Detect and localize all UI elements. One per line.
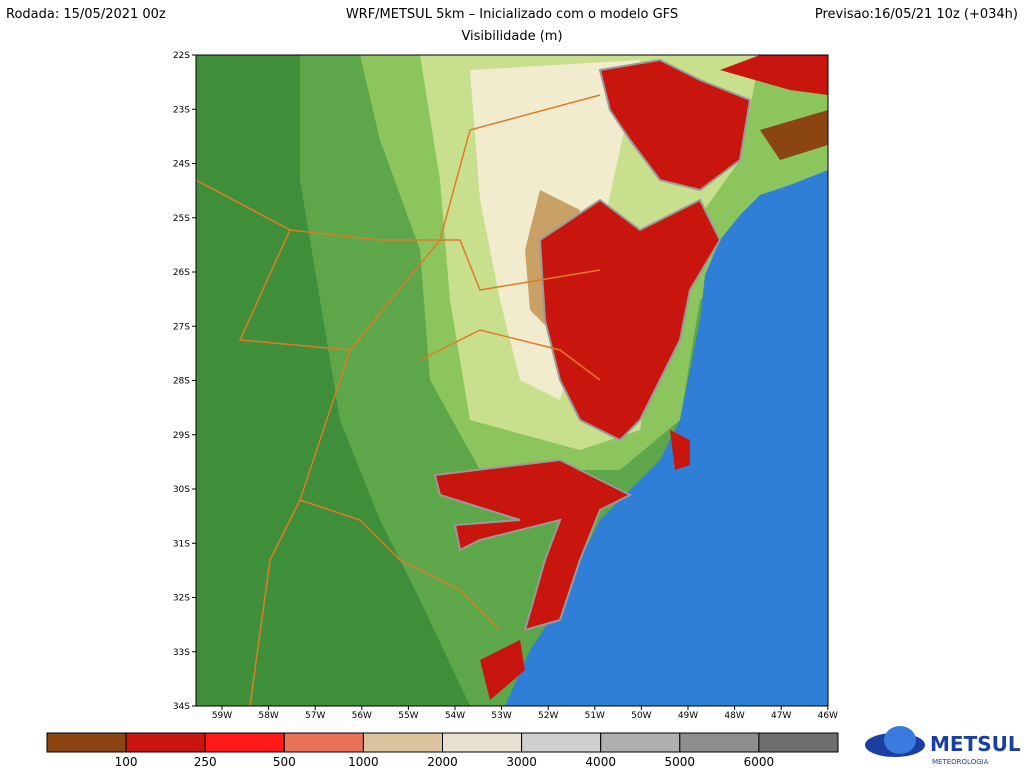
map [195, 54, 829, 707]
lat-label: 32S [173, 594, 190, 604]
colorbar-box [442, 732, 523, 753]
title: WRF/METSUL 5km – Inicializado com o mode… [346, 7, 678, 22]
colorbar-box [283, 732, 364, 753]
colorbar-label: 100 [115, 755, 138, 769]
colorbar-box [521, 732, 602, 753]
colorbar-label: 500 [273, 755, 296, 769]
colorbar-box [758, 732, 839, 753]
lat-label: 29S [173, 431, 190, 441]
lat-label: 23S [173, 105, 190, 115]
lat-label: 26S [173, 268, 190, 278]
colorbar-box [600, 732, 681, 753]
colorbar-box [679, 732, 760, 753]
lon-label: 52W [538, 711, 558, 721]
lat-label: 24S [173, 160, 190, 170]
lon-label: 49W [678, 711, 698, 721]
colorbar-label: 250 [194, 755, 217, 769]
colorbar-box [362, 732, 443, 753]
colorbar-label: 1000 [348, 755, 379, 769]
lon-label: 53W [491, 711, 511, 721]
lat-label: 28S [173, 377, 190, 387]
lon-label: 54W [445, 711, 465, 721]
lon-label: 47W [771, 711, 791, 721]
colorbar-label: 2000 [427, 755, 458, 769]
colorbar-label: 5000 [665, 755, 696, 769]
lon-label: 50W [631, 711, 651, 721]
lon-label: 58W [258, 711, 278, 721]
colorbar-box [46, 732, 127, 753]
colorbar-label: 3000 [506, 755, 537, 769]
logo-name: METSUL [930, 732, 1021, 756]
colorbar-label: 4000 [585, 755, 616, 769]
lat-label: 27S [173, 322, 190, 332]
lon-label: 57W [305, 711, 325, 721]
lat-label: 30S [173, 485, 190, 495]
lat-label: 22S [173, 51, 190, 61]
colorbar-box [204, 732, 285, 753]
lat-label: 33S [173, 648, 190, 658]
lon-label: 55W [398, 711, 418, 721]
logo-tagline: METEOROLOGIA [932, 758, 989, 766]
forecast-label: Previsao:16/05/21 10z (+034h) [815, 7, 1018, 22]
lat-label: 34S [173, 702, 190, 712]
logo: METSUL METEOROLOGIA [865, 726, 1021, 766]
lat-label: 31S [173, 539, 190, 549]
lon-label: 46W [818, 711, 838, 721]
colorbar-label: 6000 [744, 755, 775, 769]
colorbar-box [125, 732, 206, 753]
lat-label: 25S [173, 214, 190, 224]
lon-label: 56W [352, 711, 372, 721]
lon-label: 48W [724, 711, 744, 721]
lon-label: 59W [212, 711, 232, 721]
run-label: Rodada: 15/05/2021 00z [6, 7, 166, 22]
subtitle: Visibilidade (m) [461, 29, 562, 44]
lon-label: 51W [585, 711, 605, 721]
